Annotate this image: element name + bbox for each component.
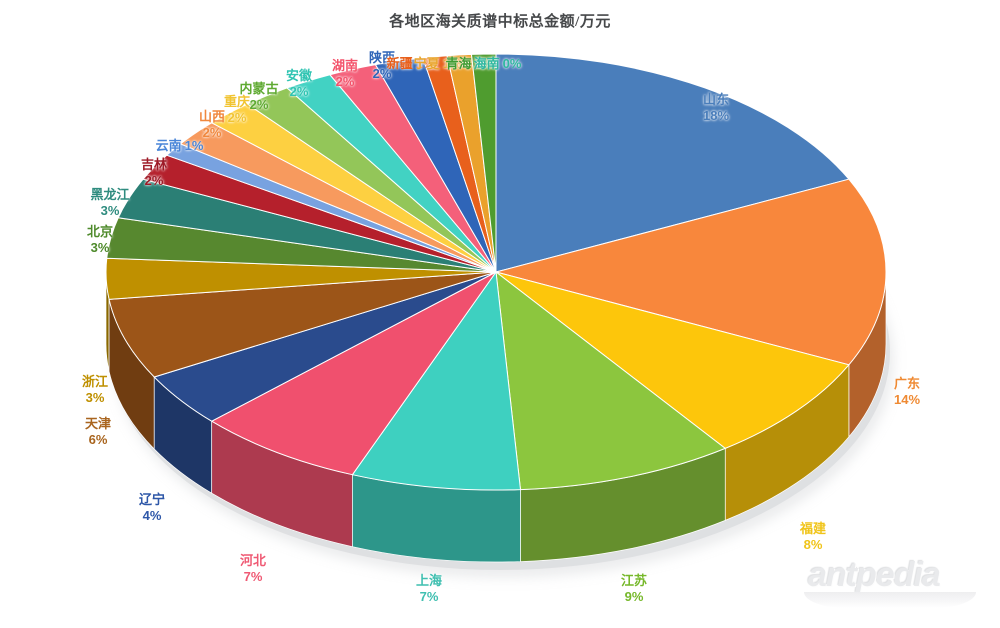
- pie-slice-percent: 9%: [624, 589, 644, 604]
- pie-slice-name: 上海: [415, 572, 443, 588]
- pie-slice-name: 黑龙江: [90, 186, 130, 202]
- pie-slice-percent: 1%: [415, 55, 435, 71]
- pie-slice-name: 天津: [84, 415, 112, 431]
- pie-slice-name: 福建: [799, 520, 827, 536]
- pie-slice-percent: 8%: [803, 537, 823, 552]
- pie-slice-percent: 3%: [100, 203, 120, 218]
- pie-slice-name: 河北: [239, 552, 267, 568]
- pie-slice-percent: 3%: [85, 390, 105, 405]
- pie-slice-label: 湖南 2%: [332, 58, 358, 91]
- pie-slice-label: 辽宁 4%: [139, 492, 165, 525]
- pie-slice-percent: 2%: [144, 173, 164, 188]
- page-title: 各地区海关质谱中标总金额/万元: [389, 14, 611, 30]
- pie-slice-name: 新疆: [386, 55, 413, 71]
- pie-slice-label: 黑龙江 3%: [90, 187, 129, 220]
- watermark-text: antpedia: [808, 556, 941, 594]
- pie-slice-label: 河北 7%: [240, 553, 266, 586]
- pie-slice-percent: 1%: [442, 55, 462, 71]
- pie-slice-name: 江苏: [620, 572, 648, 588]
- pie-slice-name: 吉林: [140, 156, 168, 172]
- pie-slice-percent: 7%: [419, 589, 439, 604]
- pie-slice-label: 云南 1%: [156, 138, 207, 154]
- pie-slice-label: 青海 1%: [446, 56, 497, 72]
- pie-slice-label: 山东 18%: [703, 92, 729, 125]
- pie-slice-name: 辽宁: [138, 491, 166, 507]
- pie-slice-percent: 18%: [702, 108, 730, 123]
- pie-slice-label: 山西 2%: [199, 109, 225, 142]
- pie-slice-percent: 1%: [184, 137, 204, 153]
- pie-slice-percent: 0%: [502, 55, 522, 71]
- pie-slice-label: 上海 7%: [416, 573, 442, 606]
- pie-slice-percent: 2%: [249, 97, 269, 112]
- pie-slice-percent: 3%: [90, 240, 110, 255]
- watermark-swoosh-icon: [804, 592, 976, 608]
- pie-slice-percent: 2%: [289, 84, 309, 99]
- pie-slice-name: 广东: [893, 375, 920, 391]
- pie-slice-name: 陕西: [368, 49, 396, 65]
- pie-slice-percent: 14%: [893, 392, 921, 407]
- pie-slice-label: 天津 6%: [85, 416, 111, 449]
- pie-slice-percent: 7%: [243, 569, 263, 584]
- pie-slice-label: 宁夏 1%: [414, 56, 465, 72]
- pie-slice-label: 吉林 2%: [141, 157, 167, 190]
- pie-top-surface: [105, 53, 887, 491]
- pie-slice-percent: 2%: [335, 74, 355, 89]
- pie-slice-name: 云南: [155, 137, 182, 153]
- pie-slice-name: 青海: [445, 55, 472, 71]
- pie-slice-name: 宁夏: [413, 55, 440, 71]
- pie-slice-percent: 4%: [142, 508, 162, 523]
- pie-slice-label: 福建 8%: [800, 521, 826, 554]
- pie-slice-label: 内蒙古 2%: [239, 81, 278, 114]
- pie-slice-label: 北京 3%: [87, 224, 113, 257]
- pie-slice-label: 安徽 2%: [286, 68, 312, 101]
- pie-slice-name: 北京: [86, 223, 114, 239]
- pie-slice-label: 海南 0%: [474, 56, 525, 72]
- pie-slice-percent: 2%: [227, 110, 247, 125]
- pie-slice-label: 广东 14%: [894, 376, 920, 409]
- pie-slice-label: 江苏 9%: [621, 573, 647, 606]
- pie-slice-name: 山西: [198, 108, 226, 124]
- pie-side-walls: [105, 271, 887, 563]
- pie-slice-name: 内蒙古: [239, 80, 279, 96]
- pie-slice-percent: 2%: [202, 125, 222, 140]
- pie-slice-label: 重庆 2%: [224, 94, 250, 127]
- pie-slice-percent: 6%: [88, 432, 108, 447]
- pie-slice-label: 浙江 3%: [82, 374, 108, 407]
- pie-slice-name: 重庆: [223, 93, 251, 109]
- pie-slice-name: 山东: [702, 91, 729, 107]
- pie-slice-label: 陕西 2%: [369, 50, 395, 83]
- pie-slice-percent: 2%: [372, 66, 392, 81]
- pie-slice-label: 新疆 1%: [387, 56, 438, 72]
- pie-slice-percent: 1%: [474, 55, 494, 71]
- pie-slice-name: 湖南: [331, 57, 359, 73]
- pie-slice-name: 海南: [473, 55, 500, 71]
- pie-slice-name: 安徽: [285, 67, 313, 83]
- pie-slice-name: 浙江: [81, 373, 109, 389]
